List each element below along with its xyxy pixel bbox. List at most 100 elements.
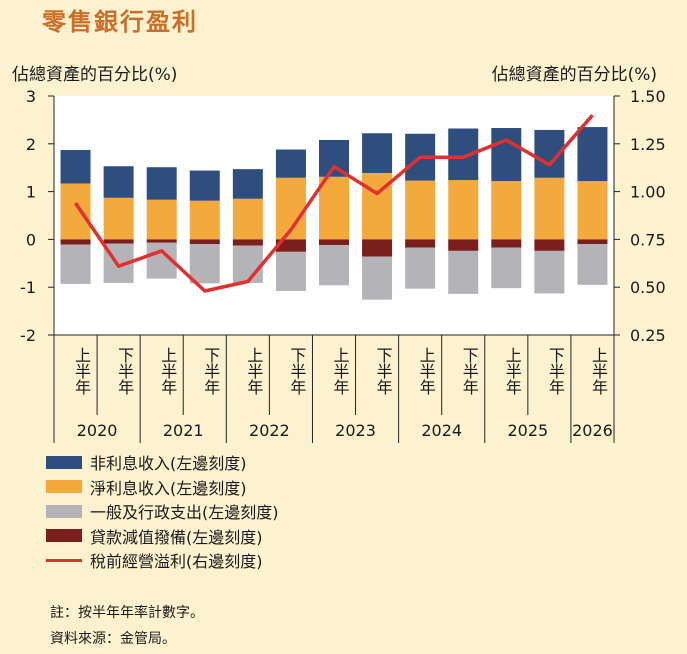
bar-loan-impairment — [232, 239, 263, 246]
year-label: 2026 — [572, 421, 613, 440]
bar-non-interest-income — [319, 139, 349, 177]
left-tick-label: -2 — [20, 326, 36, 345]
legend-item-net-interest-income: 淨利息收入(左邊刻度) — [46, 475, 279, 500]
bar-general-admin-expense — [319, 245, 349, 286]
bar-non-interest-income — [189, 170, 220, 201]
bar-net-interest-income — [146, 199, 177, 240]
left-tick-label: 2 — [26, 135, 36, 154]
bar-loan-impairment — [448, 239, 479, 251]
chart-legend: 非利息收入(左邊刻度) 淨利息收入(左邊刻度) 一般及行政支出(左邊刻度) 貸款… — [46, 450, 279, 573]
bar-loan-impairment — [405, 239, 436, 248]
bar-general-admin-expense — [189, 244, 220, 284]
bar-general-admin-expense — [491, 247, 522, 289]
bar-loan-impairment — [103, 239, 134, 244]
legend-label: 貸款減值撥備(左邊刻度) — [90, 527, 263, 547]
bar-net-interest-income — [448, 180, 479, 240]
right-tick-label: 1.00 — [630, 183, 666, 202]
category-label: 下半年 — [546, 347, 565, 395]
bar-non-interest-income — [146, 167, 177, 200]
category-label: 上半年 — [331, 347, 350, 395]
bar-loan-impairment — [577, 239, 608, 245]
year-label: 2021 — [163, 421, 204, 440]
legend-swatch — [46, 529, 82, 543]
year-label: 2020 — [77, 421, 118, 440]
bar-net-interest-income — [189, 200, 220, 240]
right-tick-label: 0.75 — [630, 230, 666, 249]
right-tick-label: 1.25 — [630, 135, 666, 154]
source-note: 資料來源：金管局。 — [50, 631, 176, 647]
bar-general-admin-expense — [534, 250, 565, 294]
bar-loan-impairment — [362, 239, 393, 257]
bar-loan-impairment — [60, 239, 91, 245]
bar-non-interest-income — [103, 166, 134, 198]
legend-item-non-interest-income: 非利息收入(左邊刻度) — [46, 450, 279, 475]
bar-general-admin-expense — [60, 244, 91, 284]
category-label: 下半年 — [374, 347, 393, 395]
category-label: 下半年 — [287, 347, 306, 395]
category-label: 下半年 — [460, 347, 479, 395]
category-label: 上半年 — [244, 347, 263, 395]
category-label: 上半年 — [158, 347, 177, 395]
bar-general-admin-expense — [275, 251, 306, 292]
notes: 註：按半年年率計數字。 資料來源：金管局。 — [50, 600, 204, 652]
category-label: 上半年 — [417, 347, 436, 395]
bar-non-interest-income — [275, 149, 306, 178]
bar-net-interest-income — [60, 183, 91, 240]
bar-non-interest-income — [60, 150, 91, 184]
bar-general-admin-expense — [362, 256, 393, 300]
bar-general-admin-expense — [405, 247, 436, 289]
bar-general-admin-expense — [232, 245, 263, 283]
left-axis-title: 佔總資產的百分比(%) — [12, 65, 178, 85]
bar-general-admin-expense — [448, 250, 479, 294]
year-label: 2023 — [335, 421, 376, 440]
bar-net-interest-income — [405, 180, 436, 240]
year-label: 2022 — [249, 421, 290, 440]
legend-item-profit: 稅前經營溢利(右邊刻度) — [46, 548, 279, 573]
year-label: 2024 — [421, 421, 462, 440]
bar-non-interest-income — [577, 127, 608, 182]
bar-net-interest-income — [232, 198, 263, 240]
bar-loan-impairment — [146, 239, 177, 243]
category-label: 下半年 — [115, 347, 134, 395]
footnote: 註：按半年年率計數字。 — [50, 605, 204, 621]
left-tick-label: 1 — [26, 183, 36, 202]
category-label: 上半年 — [503, 347, 522, 395]
legend-swatch — [46, 504, 82, 518]
bar-loan-impairment — [491, 239, 522, 248]
category-label: 上半年 — [589, 347, 608, 395]
bar-net-interest-income — [577, 181, 608, 240]
bar-net-interest-income — [534, 177, 565, 240]
legend-label: 一般及行政支出(左邊刻度) — [90, 503, 279, 523]
bar-loan-impairment — [189, 239, 220, 245]
bar-non-interest-income — [362, 133, 393, 173]
bar-general-admin-expense — [577, 244, 608, 285]
left-tick-label: -1 — [20, 278, 36, 297]
chart-title: 零售銀行盈利 — [42, 8, 198, 36]
category-label: 下半年 — [201, 347, 220, 395]
bar-loan-impairment — [275, 239, 306, 252]
bar-net-interest-income — [491, 181, 522, 240]
legend-line — [46, 558, 82, 562]
bar-non-interest-income — [232, 169, 263, 199]
right-axis-title: 佔總資產的百分比(%) — [491, 65, 657, 85]
legend-label: 淨利息收入(左邊刻度) — [90, 478, 247, 498]
category-label: 上半年 — [72, 347, 91, 395]
legend-label: 稅前經營溢利(右邊刻度) — [90, 552, 263, 572]
bar-non-interest-income — [491, 128, 522, 182]
legend-swatch — [46, 455, 82, 469]
bar-net-interest-income — [319, 176, 349, 240]
year-label: 2025 — [507, 421, 548, 440]
left-tick-label: 0 — [26, 230, 36, 249]
bar-loan-impairment — [319, 239, 349, 246]
legend-item-general-admin-expense: 一般及行政支出(左邊刻度) — [46, 499, 279, 524]
bar-loan-impairment — [534, 239, 565, 251]
right-tick-label: 0.50 — [630, 278, 666, 297]
left-tick-label: 3 — [26, 87, 36, 106]
right-tick-label: 1.50 — [630, 87, 666, 106]
right-tick-label: 0.25 — [630, 326, 666, 345]
legend-swatch — [46, 480, 82, 494]
legend-item-loan-impairment: 貸款減值撥備(左邊刻度) — [46, 524, 279, 549]
profit-line — [74, 113, 594, 293]
legend-label: 非利息收入(左邊刻度) — [90, 454, 247, 474]
